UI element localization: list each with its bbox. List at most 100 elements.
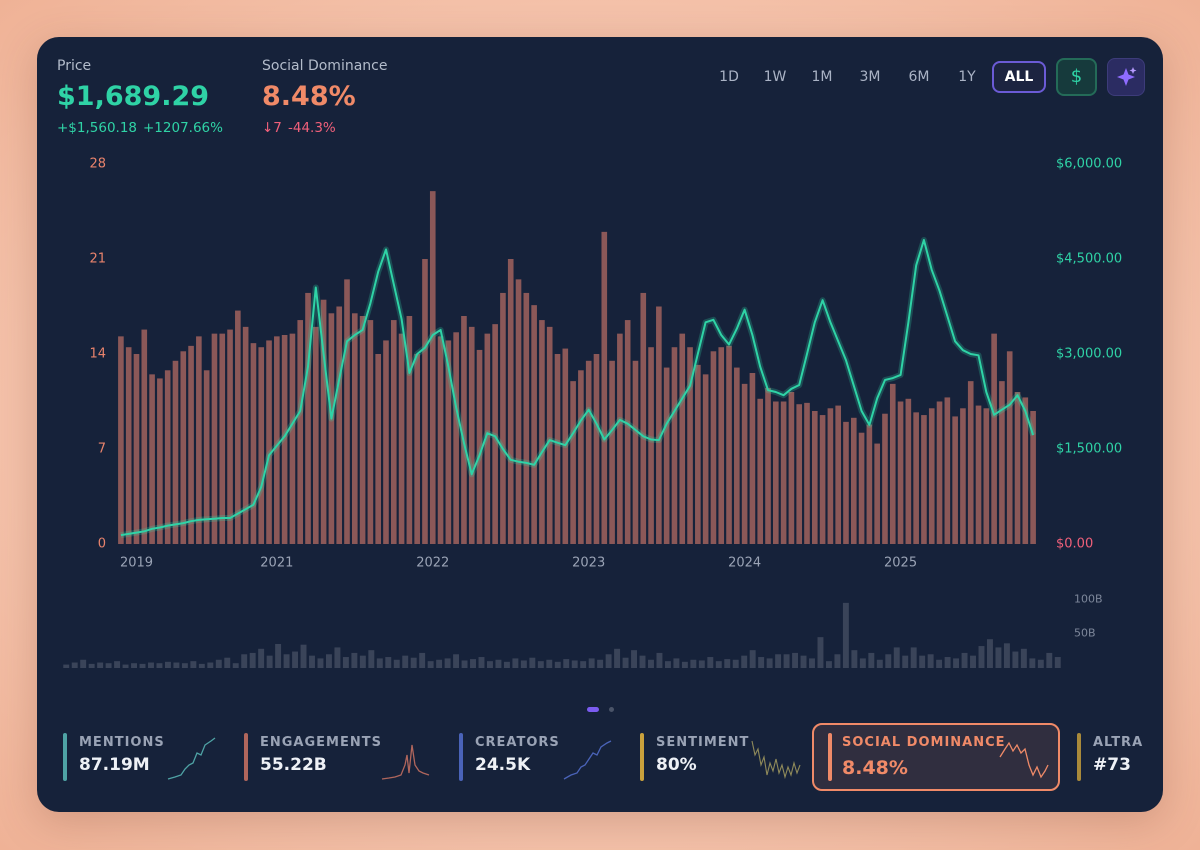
volume-bar	[1037, 659, 1044, 668]
metric-color-bar	[459, 733, 463, 781]
bar	[757, 398, 764, 544]
range-button[interactable]: 3M	[859, 69, 881, 85]
metric-card[interactable]: SENTIMENT 80%	[640, 723, 810, 791]
bar	[702, 374, 709, 544]
x-tick-label: 2024	[728, 556, 761, 571]
metric-label: SOCIAL DOMINANCE	[842, 735, 1006, 750]
volume-bar	[664, 661, 671, 668]
ai-button[interactable]	[1107, 58, 1145, 96]
page-dot[interactable]	[609, 707, 614, 712]
chart: 0 7 14 21 28 $0.00 $1,500.00 $3,000.00 $4,500.00…	[63, 157, 1122, 668]
volume-tick-label: 50B	[1074, 627, 1096, 640]
bar	[1014, 392, 1021, 544]
range-button[interactable]: 1W	[763, 69, 787, 85]
volume-bar	[919, 655, 926, 668]
volume-bar	[173, 662, 180, 668]
bar	[960, 408, 966, 544]
volume-bar	[910, 647, 917, 668]
x-tick-label: 2025	[884, 556, 917, 571]
bar	[695, 364, 701, 544]
volume-bar	[292, 651, 299, 668]
metric-value: 87.19M	[79, 755, 150, 775]
volume-bar	[232, 663, 239, 668]
bar	[843, 421, 849, 544]
volume-bar	[681, 661, 688, 668]
bar	[188, 345, 194, 544]
page-dot-active[interactable]	[587, 707, 599, 712]
volume-bar	[190, 661, 197, 668]
range-button[interactable]: 1Y	[958, 69, 976, 85]
volume-bar	[275, 644, 282, 668]
y2-tick-label: $1,500.00	[1056, 442, 1122, 457]
bar	[952, 416, 958, 544]
volume-bar	[766, 658, 773, 668]
metric-label: ALTRA	[1093, 735, 1143, 750]
bar	[593, 354, 600, 544]
volume-bar	[131, 663, 137, 668]
range-button[interactable]: 1D	[719, 69, 739, 85]
range-button[interactable]: 1M	[811, 69, 833, 85]
bar	[359, 316, 366, 544]
volume-bar	[597, 659, 604, 668]
volume-bar	[1012, 651, 1019, 668]
bar	[133, 354, 140, 544]
metric-card[interactable]: SOCIAL DOMINANCE 8.48%	[812, 723, 1060, 791]
bar	[734, 367, 740, 544]
bar	[710, 351, 717, 544]
bar	[484, 333, 491, 544]
bar	[991, 333, 997, 544]
bar	[850, 417, 857, 544]
bar	[468, 326, 475, 544]
volume-bar	[198, 663, 205, 668]
metric-label: MENTIONS	[79, 735, 165, 750]
volume-bar	[707, 657, 714, 668]
metric-card[interactable]: CREATORS 24.5K	[459, 723, 629, 791]
bar	[164, 370, 171, 544]
metric-card[interactable]: MENTIONS 87.19M	[63, 723, 233, 791]
bar	[765, 387, 771, 544]
bar	[975, 405, 982, 544]
bar	[274, 336, 280, 544]
bar	[671, 347, 678, 544]
volume-bar	[868, 652, 875, 668]
volume-bar	[427, 661, 434, 668]
bar	[367, 320, 374, 544]
volume-bar	[809, 658, 815, 668]
bar	[515, 279, 522, 544]
volume-tick-label: 100B	[1074, 592, 1103, 605]
currency-button[interactable]: $	[1056, 58, 1097, 96]
bar	[157, 378, 163, 544]
volume-bar	[656, 652, 663, 668]
bar	[897, 401, 904, 544]
metric-color-bar	[63, 733, 67, 781]
range-button[interactable]: 6M	[908, 69, 930, 85]
bar	[624, 320, 631, 544]
volume-bar	[249, 652, 256, 668]
volume-bar	[580, 661, 587, 668]
volume-bar	[825, 661, 832, 668]
bar	[944, 397, 951, 544]
bar	[928, 408, 935, 544]
y2-tick-label: $3,000.00	[1056, 347, 1122, 362]
bar	[406, 316, 413, 544]
bar	[227, 329, 233, 544]
bar	[913, 412, 919, 544]
volume-bar	[164, 661, 171, 668]
bar	[679, 333, 686, 544]
bar	[266, 340, 272, 544]
bar	[741, 383, 748, 544]
bar	[882, 413, 888, 544]
price-value: $1,689.29	[57, 81, 210, 112]
volume-bar	[520, 660, 527, 668]
metric-value: 80%	[656, 755, 697, 775]
volume-bar	[283, 654, 290, 668]
volume-bar	[758, 657, 765, 668]
metric-card[interactable]: ENGAGEMENTS 55.22B	[244, 723, 414, 791]
volume-bar	[529, 657, 536, 668]
bar	[219, 333, 226, 544]
bar	[320, 299, 327, 544]
bar	[999, 381, 1005, 544]
range-button[interactable]: ALL	[992, 61, 1046, 93]
metric-card[interactable]: ALTRA #73	[1077, 723, 1143, 791]
volume-bar	[792, 652, 799, 668]
